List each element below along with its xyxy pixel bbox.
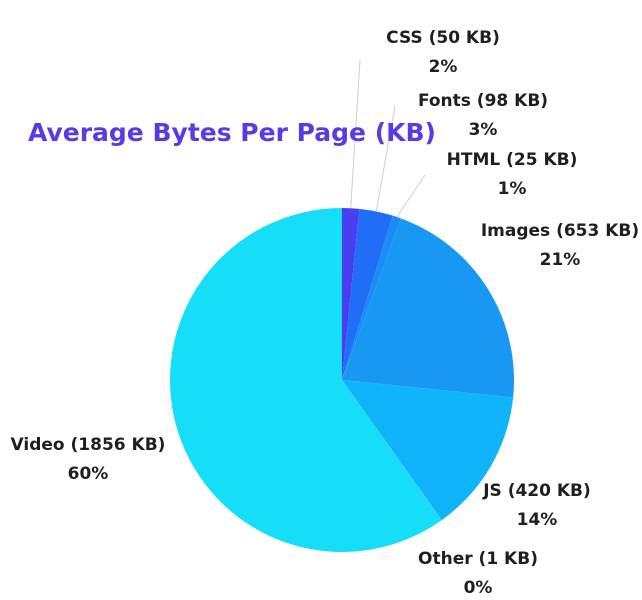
slice-percent-video: 60% — [68, 464, 109, 484]
slice-label-js: JS (420 KB) — [482, 481, 591, 501]
slice-label-html: HTML (25 KB) — [447, 150, 578, 170]
slice-label-images: Images (653 KB) — [481, 221, 639, 241]
slice-label-fonts: Fonts (98 KB) — [418, 91, 548, 111]
slice-percent-css: 2% — [429, 57, 458, 77]
slice-percent-fonts: 3% — [469, 120, 498, 140]
slice-percent-other: 0% — [464, 578, 493, 598]
slice-label-video: Video (1856 KB) — [11, 435, 166, 455]
slice-label-css: CSS (50 KB) — [386, 28, 500, 48]
pie-slice-images — [342, 218, 514, 398]
pie-slices — [169, 207, 514, 552]
slice-percent-images: 21% — [540, 250, 581, 270]
leader-line-fonts — [375, 105, 396, 212]
slice-percent-html: 1% — [498, 179, 527, 199]
pie-slice-video — [169, 207, 442, 552]
pie-slice-html — [342, 215, 402, 380]
pie-slice-fonts — [342, 208, 393, 380]
leader-lines — [350, 59, 426, 218]
pie-slice-other — [342, 380, 442, 521]
slice-label-other: Other (1 KB) — [418, 549, 538, 569]
pie-slice-js — [342, 380, 514, 521]
leader-line-html — [396, 174, 426, 218]
slice-labels: CSS (50 KB) 2% Fonts (98 KB) 3% HTML (25 KB)… — [11, 28, 640, 598]
pie-slice-css — [342, 208, 360, 380]
chart-title: Average Bytes Per Page (KB) — [28, 118, 436, 147]
slice-percent-js: 14% — [517, 510, 558, 530]
leader-line-css — [350, 59, 361, 209]
